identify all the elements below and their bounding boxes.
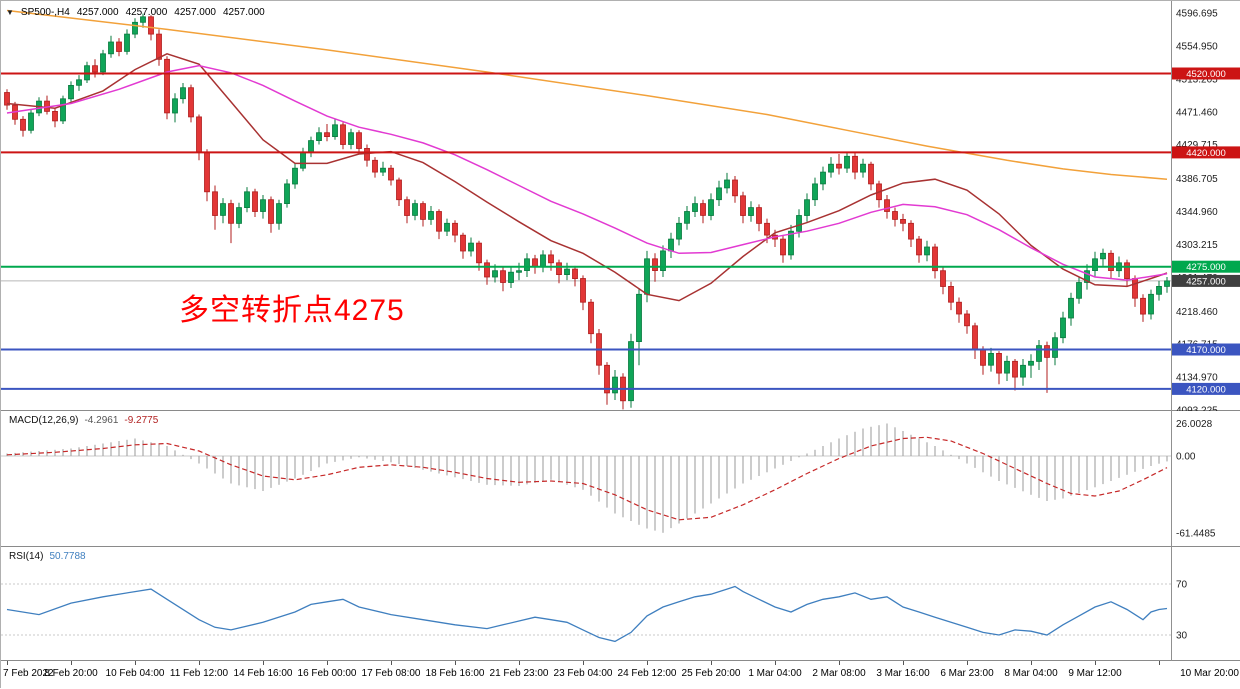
rsi-axis[interactable]: 70 30 xyxy=(1172,547,1188,661)
time-tick xyxy=(583,661,584,665)
svg-text:70: 70 xyxy=(1176,580,1188,591)
time-tick xyxy=(199,661,200,665)
ohlc-high-value: 4257.000 xyxy=(126,7,168,18)
time-tick xyxy=(711,661,712,665)
price-chart-svg: 4596.6954554.9504513.2054471.4604429.715… xyxy=(1,1,1240,411)
macd-indicator-label: MACD(12,26,9) -4.2961 -9.2775 xyxy=(9,415,158,426)
rsi-value: 50.7788 xyxy=(49,551,85,562)
macd-panel[interactable]: 26.0028 0.00 -61.4485 xyxy=(1,411,1240,547)
rsi-panel[interactable]: 70 30 xyxy=(1,547,1240,661)
time-axis-label: 9 Mar 12:00 xyxy=(1068,668,1121,679)
time-tick xyxy=(263,661,264,665)
svg-text:4520.000: 4520.000 xyxy=(1186,69,1226,80)
svg-text:4134.970: 4134.970 xyxy=(1176,373,1218,384)
svg-text:4170.000: 4170.000 xyxy=(1186,345,1226,356)
svg-text:4596.695: 4596.695 xyxy=(1176,9,1218,20)
time-axis-label: 10 Feb 04:00 xyxy=(106,668,165,679)
svg-text:4386.705: 4386.705 xyxy=(1176,174,1218,185)
price-axis[interactable]: 4596.6954554.9504513.2054471.4604429.715… xyxy=(1172,1,1240,411)
time-tick xyxy=(327,661,328,665)
time-axis-label: 8 Mar 04:00 xyxy=(1004,668,1057,679)
time-axis-label: 11 Feb 12:00 xyxy=(170,668,228,679)
time-tick xyxy=(391,661,392,665)
svg-text:4303.215: 4303.215 xyxy=(1176,240,1218,251)
svg-text:0.00: 0.00 xyxy=(1176,452,1196,463)
macd-histogram xyxy=(7,424,1167,533)
macd-signal-line xyxy=(7,437,1167,520)
macd-main-value: -4.2961 xyxy=(84,415,118,426)
time-axis-label: 21 Feb 23:00 xyxy=(490,668,549,679)
time-tick xyxy=(1031,661,1032,665)
rsi-indicator-label: RSI(14) 50.7788 xyxy=(9,551,86,562)
time-tick xyxy=(1159,661,1160,665)
time-axis-label: 2 Mar 08:00 xyxy=(812,668,865,679)
time-tick xyxy=(775,661,776,665)
time-tick xyxy=(455,661,456,665)
macd-axis[interactable]: 26.0028 0.00 -61.4485 xyxy=(1172,411,1216,547)
symbol-period-label: SP500-,H4 xyxy=(21,7,70,18)
svg-text:4257.000: 4257.000 xyxy=(1186,276,1226,287)
time-axis-label: 3 Mar 16:00 xyxy=(876,668,929,679)
symbol-header: ▼ SP500-,H4 4257.000 4257.000 4257.000 4… xyxy=(6,7,265,18)
time-tick xyxy=(647,661,648,665)
svg-text:-61.4485: -61.4485 xyxy=(1176,528,1216,539)
horizontal-level-lines[interactable] xyxy=(1,74,1171,389)
rsi-svg: 70 30 xyxy=(1,547,1240,661)
time-axis-label: 8 Feb 20:00 xyxy=(44,668,97,679)
time-axis-label: 16 Feb 00:00 xyxy=(298,668,357,679)
time-axis-label: 10 Mar 20:00 xyxy=(1180,668,1239,679)
time-tick xyxy=(135,661,136,665)
svg-text:30: 30 xyxy=(1176,631,1188,642)
svg-text:4420.000: 4420.000 xyxy=(1186,148,1226,159)
time-tick xyxy=(7,661,8,665)
time-axis-label: 25 Feb 20:00 xyxy=(682,668,741,679)
time-tick xyxy=(967,661,968,665)
time-tick xyxy=(839,661,840,665)
time-axis-label: 23 Feb 04:00 xyxy=(554,668,613,679)
macd-svg: 26.0028 0.00 -61.4485 xyxy=(1,411,1240,547)
time-tick xyxy=(903,661,904,665)
time-axis-label: 17 Feb 08:00 xyxy=(362,668,421,679)
time-axis-label: 18 Feb 16:00 xyxy=(426,668,485,679)
time-axis-label: 1 Mar 04:00 xyxy=(748,668,801,679)
rsi-line xyxy=(7,587,1167,642)
svg-text:4218.460: 4218.460 xyxy=(1176,307,1218,318)
svg-text:4344.960: 4344.960 xyxy=(1176,207,1218,218)
ohlc-low-value: 4257.000 xyxy=(174,7,216,18)
chart-annotation-text[interactable]: 多空转折点4275 xyxy=(179,285,405,329)
svg-text:4120.000: 4120.000 xyxy=(1186,384,1226,395)
ohlc-open-value: 4257.000 xyxy=(77,7,119,18)
time-tick xyxy=(71,661,72,665)
time-tick xyxy=(1095,661,1096,665)
svg-text:4275.000: 4275.000 xyxy=(1186,262,1226,273)
rsi-name: RSI(14) xyxy=(9,551,43,562)
time-axis-label: 24 Feb 12:00 xyxy=(618,668,677,679)
time-tick xyxy=(519,661,520,665)
time-axis-label: 6 Mar 23:00 xyxy=(940,668,993,679)
svg-text:4471.460: 4471.460 xyxy=(1176,107,1218,118)
ohlc-close-value: 4257.000 xyxy=(223,7,265,18)
macd-name: MACD(12,26,9) xyxy=(9,415,78,426)
svg-text:4554.950: 4554.950 xyxy=(1176,42,1218,53)
quick-trade-arrow-icon[interactable]: ▼ xyxy=(6,8,14,18)
macd-signal-value: -9.2775 xyxy=(124,415,158,426)
time-axis-label: 14 Feb 16:00 xyxy=(234,668,293,679)
svg-text:26.0028: 26.0028 xyxy=(1176,419,1213,430)
